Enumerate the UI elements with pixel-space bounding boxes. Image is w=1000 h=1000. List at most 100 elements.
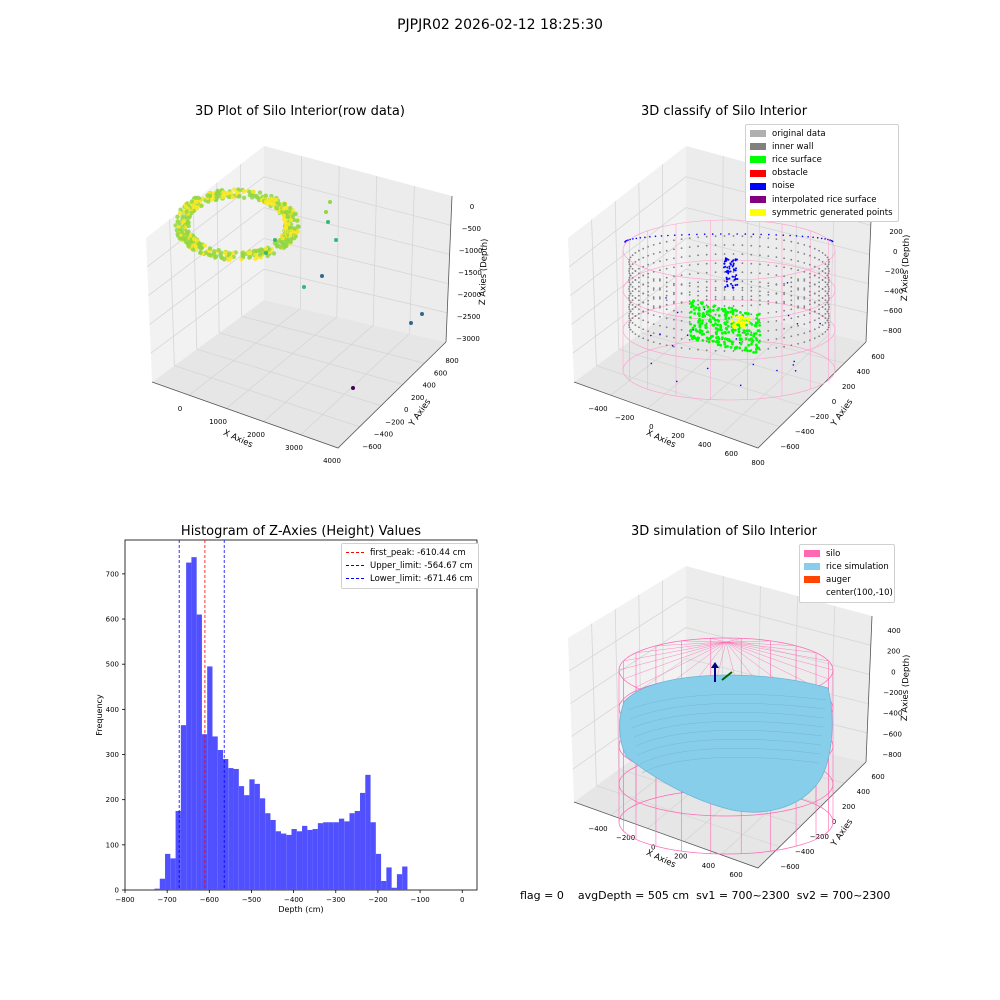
raw-data-point — [174, 227, 180, 233]
inner-wall-point — [809, 276, 811, 279]
raw-outlier-point — [328, 200, 332, 204]
inner-wall-point — [628, 261, 630, 263]
inner-wall-point — [759, 303, 761, 306]
inner-wall-point — [688, 339, 691, 341]
raw-data-point — [177, 210, 183, 216]
rice-surface-point — [708, 318, 712, 321]
inner-wall-point — [813, 292, 816, 295]
figure-title: PJPJR02 2026-02-12 18:25:30 — [397, 17, 603, 33]
z-axis-label: Z Axies (Depth) — [900, 654, 912, 721]
y-tick-label: 600 — [871, 773, 884, 781]
inner-wall-point — [741, 262, 744, 265]
noise-point — [724, 265, 727, 268]
inner-wall-point — [783, 300, 785, 303]
noise-point — [692, 329, 694, 331]
inner-wall-point — [673, 293, 675, 296]
inner-wall-point — [783, 266, 785, 269]
symmetric-point — [733, 323, 736, 326]
inner-wall-point — [659, 305, 661, 308]
histogram-bar — [307, 829, 313, 890]
inner-wall-point — [775, 292, 778, 294]
inner-wall-point — [797, 251, 799, 254]
inner-wall-point — [634, 333, 637, 335]
inner-wall-point — [673, 266, 675, 269]
grid-line — [662, 164, 664, 317]
raw-data-point — [227, 251, 232, 256]
rice-surface-point — [754, 348, 758, 351]
inner-wall-point — [827, 303, 830, 306]
noise-point — [649, 236, 651, 238]
inner-wall-point — [803, 305, 806, 307]
inner-wall-point — [828, 270, 830, 272]
noise-point — [726, 278, 729, 281]
raw-data-point — [193, 244, 198, 249]
rice-surface-point — [720, 307, 724, 311]
grid-line — [591, 219, 597, 366]
inner-wall-point — [652, 296, 655, 298]
rice-surface-point — [689, 301, 693, 305]
inner-wall-point — [809, 245, 811, 248]
raw-data-point — [198, 242, 203, 247]
raw-data-point — [181, 218, 187, 223]
noise-point — [752, 233, 755, 235]
inner-wall-point — [659, 251, 661, 254]
noise-point — [776, 369, 778, 372]
rice-surface-point — [746, 332, 749, 335]
raw-data-point — [263, 199, 269, 204]
noise-point — [729, 270, 732, 273]
raw-data-point — [207, 193, 213, 198]
noise-point — [760, 233, 762, 236]
x-axis-label: Depth (cm) — [278, 905, 323, 914]
histogram-bar — [159, 878, 166, 890]
raw-data-point — [180, 236, 185, 241]
noise-point — [733, 269, 736, 272]
inner-wall-point — [741, 340, 744, 343]
grid-line — [641, 332, 823, 385]
rice-surface-point — [757, 346, 761, 350]
inner-wall-point — [628, 306, 630, 308]
inner-wall-point — [714, 235, 717, 238]
rice-surface-point — [739, 342, 743, 346]
inner-wall-point — [665, 290, 668, 293]
rice-surface-point — [748, 349, 752, 353]
inner-wall-point — [697, 348, 699, 351]
noise-point — [736, 278, 739, 280]
rice-simulation-surface — [619, 674, 833, 813]
back-pane-left — [146, 146, 264, 382]
rice-surface-point — [724, 322, 727, 326]
histogram-bar — [396, 874, 403, 890]
rice-surface-point — [715, 327, 719, 331]
noise-point — [812, 236, 814, 239]
rice-surface-point — [723, 331, 727, 335]
y-tick-label: −200 — [810, 833, 829, 841]
classify-legend-entry: obstacle — [750, 167, 894, 180]
z-tick-label: −500 — [462, 225, 481, 233]
z-tick-label: −400 — [884, 287, 903, 295]
histogram-bar — [207, 666, 213, 890]
noise-point — [807, 236, 809, 238]
inner-wall-point — [705, 349, 708, 352]
x-tick-label: −400 — [588, 405, 607, 413]
rice-surface-point — [712, 339, 715, 343]
raw-outlier-point — [302, 285, 306, 289]
inner-wall-point — [647, 254, 649, 257]
noise-point — [706, 367, 709, 370]
inner-wall-point — [783, 239, 785, 242]
z-tick-label: −2000 — [457, 291, 481, 299]
inner-wall-point — [759, 272, 761, 275]
histogram-legend-label: Lower_limit: -671.46 cm — [370, 573, 473, 584]
inner-wall-point — [759, 263, 761, 266]
rice-surface-point — [758, 324, 761, 327]
inner-wall-point — [821, 297, 824, 299]
inner-wall-point — [775, 329, 778, 331]
rice-surface-point — [724, 315, 728, 319]
inner-wall-point — [642, 265, 645, 268]
inner-wall-point — [673, 239, 675, 242]
inner-wall-point — [790, 249, 793, 252]
noise-point — [793, 360, 795, 363]
histogram-bar — [381, 880, 387, 890]
rice-surface-point — [719, 323, 722, 327]
inner-wall-point — [809, 290, 811, 293]
histogram-bar — [212, 736, 218, 890]
inner-wall-point — [631, 263, 634, 265]
